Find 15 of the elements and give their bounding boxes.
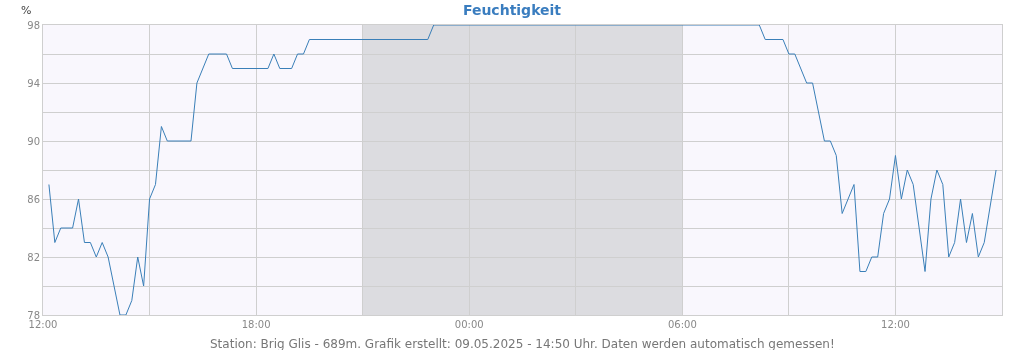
- line-series: [48, 25, 997, 315]
- x-tick-label: 00:00: [454, 319, 484, 330]
- y-tick-label: 90: [27, 135, 40, 147]
- x-tick-label: 18:00: [241, 319, 271, 330]
- x-tick-label: 06:00: [667, 319, 697, 330]
- text: Station: Brig Glis - 689m. Grafik erstellt: 09.05.2025 - 14:50 Uhr. Daten werden automatisch gemessen!: [210, 337, 835, 350]
- y-tick-label: 86: [27, 193, 40, 205]
- y-tick-label: 98: [27, 19, 40, 31]
- x-tick-label: 12:00: [881, 319, 910, 330]
- y-axis-title: %: [21, 4, 32, 17]
- x-tick-label: 12:00: [28, 319, 58, 330]
- chart-title: Feuchtigkeit: [462, 2, 562, 19]
- y-tick-label: 78: [27, 309, 40, 321]
- y-tick-label: 82: [27, 251, 40, 263]
- y-tick-label: 94: [27, 77, 40, 89]
